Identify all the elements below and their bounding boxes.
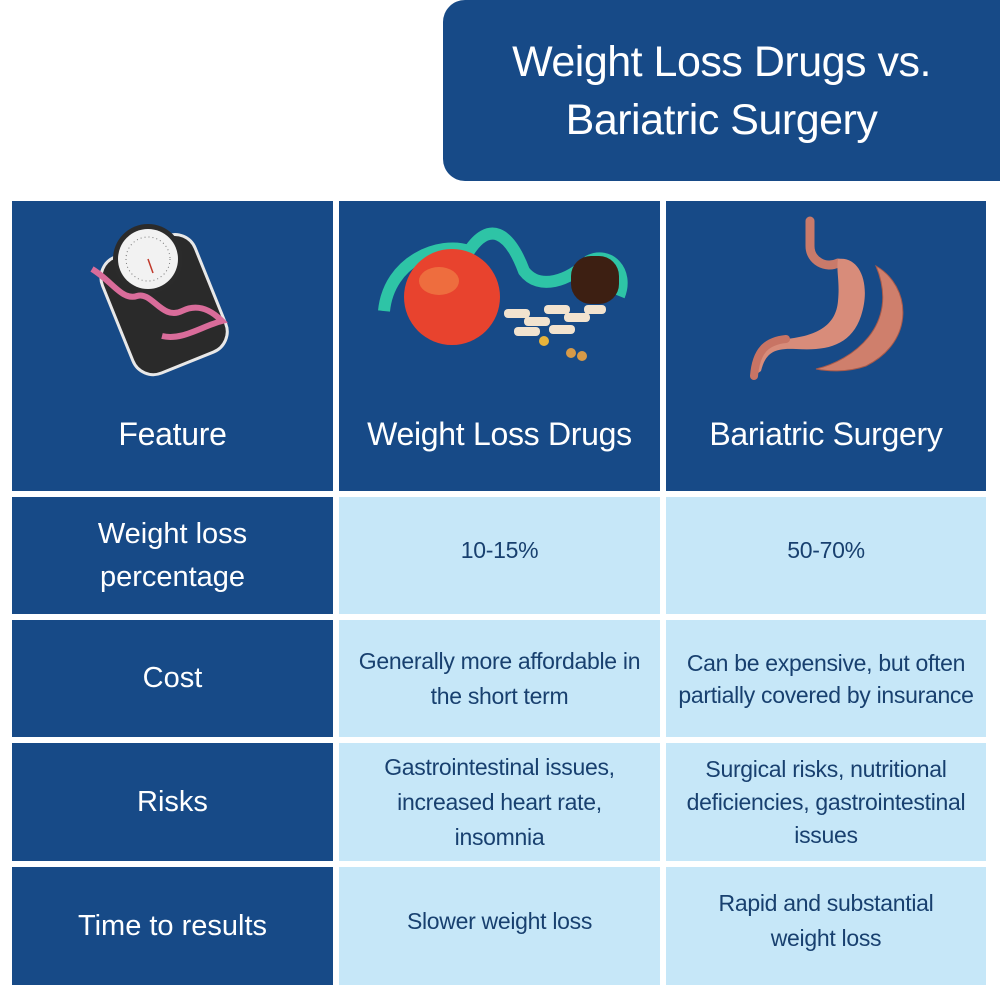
header-weight-loss-drugs-label: Weight Loss Drugs: [367, 416, 632, 452]
surgery-cost: Can be expensive, but often partially co…: [666, 620, 986, 737]
surgery-risks: Surgical risks, nutritional deficiencies…: [666, 743, 986, 861]
drugs-cost: Generally more affordable in the short t…: [339, 620, 660, 737]
header-bariatric-surgery-label: Bariatric Surgery: [709, 416, 943, 452]
feature-time-to-results: Time to results: [12, 867, 333, 985]
feature-risks: Risks: [12, 743, 333, 861]
drugs-risks: Gastrointestinal issues, increased heart…: [339, 743, 660, 861]
stomach-sleeve-icon: [666, 201, 986, 396]
feature-weight-loss-percentage: Weight loss percentage: [12, 497, 333, 614]
header-bariatric-surgery: Bariatric Surgery: [666, 201, 986, 491]
title-line-1: Weight Loss Drugs vs.: [512, 37, 931, 86]
feature-cost: Cost: [12, 620, 333, 737]
drugs-time-to-results: Slower weight loss: [339, 867, 660, 985]
surgery-weight-loss-percentage: 50-70%: [666, 497, 986, 614]
drugs-weight-loss-percentage: 10-15%: [339, 497, 660, 614]
header-feature: Feature: [12, 201, 333, 491]
apple-pills-tape-measure-icon: [339, 201, 660, 396]
header-feature-label: Feature: [118, 416, 227, 452]
title-line-2: Bariatric Surgery: [565, 95, 878, 144]
bathroom-scale-with-tape-icon: [12, 201, 333, 396]
header-weight-loss-drugs: Weight Loss Drugs: [339, 201, 660, 491]
title-banner: Weight Loss Drugs vs. Bariatric Surgery: [443, 0, 1000, 181]
surgery-time-to-results: Rapid and substantial weight loss: [666, 867, 986, 985]
